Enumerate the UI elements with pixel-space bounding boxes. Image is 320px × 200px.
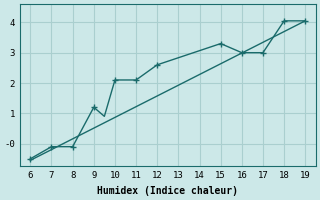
X-axis label: Humidex (Indice chaleur): Humidex (Indice chaleur) <box>97 186 238 196</box>
